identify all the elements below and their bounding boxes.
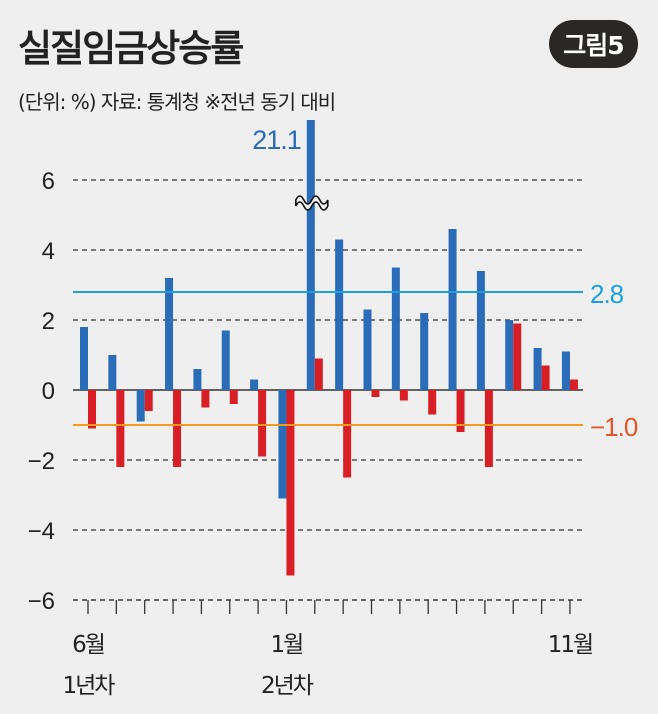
bar-blue-14 bbox=[476, 271, 485, 390]
bar-red-14 bbox=[484, 390, 493, 467]
bar-blue-2 bbox=[136, 390, 145, 422]
y-tick-label: 2 bbox=[42, 308, 55, 335]
bar-blue-10 bbox=[363, 309, 372, 390]
bar-red-6 bbox=[258, 390, 267, 457]
chart-title: 실질임금상승률 bbox=[18, 27, 244, 70]
annotations: 21.1 bbox=[252, 125, 329, 211]
bars bbox=[80, 120, 578, 576]
bar-red-0 bbox=[88, 390, 96, 429]
bar-red-16 bbox=[541, 365, 550, 390]
bar-blue-7 bbox=[278, 390, 287, 499]
bar-blue-4 bbox=[193, 369, 202, 390]
reference-line-label: −1.0 bbox=[590, 412, 638, 442]
x-tick-label: 6월 bbox=[72, 632, 104, 658]
x-tick-label: 11월 bbox=[548, 632, 592, 658]
x-tick-label: 1월 bbox=[271, 632, 303, 658]
y-tick-label: −6 bbox=[28, 588, 55, 615]
reference-line-label: 2.8 bbox=[590, 279, 624, 309]
figure-badge: 그림5 bbox=[549, 20, 638, 68]
bar-red-5 bbox=[229, 390, 238, 404]
y-tick-label: 6 bbox=[42, 168, 55, 195]
y-tick-label: 4 bbox=[42, 238, 55, 265]
bar-red-1 bbox=[116, 390, 125, 467]
bar-red-4 bbox=[201, 390, 210, 408]
bar-blue-16 bbox=[533, 348, 542, 390]
bar-blue-17 bbox=[561, 351, 570, 390]
x-axis: 6월 1년차 1월 2년차 11월 bbox=[63, 599, 594, 699]
y-axis-ticks: 6 4 2 0 −2 −4 −6 bbox=[28, 168, 55, 615]
bar-red-2 bbox=[144, 390, 153, 411]
bar-blue-15 bbox=[505, 320, 514, 390]
axis-break-icon bbox=[295, 195, 329, 211]
bar-blue-13 bbox=[448, 229, 457, 390]
bar-red-10 bbox=[371, 390, 380, 397]
bar-red-7 bbox=[286, 390, 295, 576]
bar-red-9 bbox=[343, 390, 352, 478]
bar-red-8 bbox=[314, 358, 323, 390]
bar-red-17 bbox=[569, 379, 578, 390]
bar-red-3 bbox=[173, 390, 182, 467]
bar-blue-0 bbox=[80, 327, 88, 390]
bar-blue-6 bbox=[250, 379, 259, 390]
y-tick-label: 0 bbox=[42, 378, 55, 405]
bar-blue-9 bbox=[335, 239, 344, 390]
x-tick-sublabel: 1년차 bbox=[63, 673, 116, 699]
reference-lines: 2.8 −1.0 bbox=[73, 279, 639, 442]
y-tick-label: −4 bbox=[28, 518, 55, 545]
x-tick-sublabel: 2년차 bbox=[261, 673, 314, 699]
bar-blue-5 bbox=[221, 330, 230, 390]
bar-red-12 bbox=[428, 390, 437, 415]
chart-subtitle: (단위: %) 자료: 통계청 ※전년 동기 대비 bbox=[18, 90, 336, 114]
data-label-peak: 21.1 bbox=[252, 125, 301, 155]
y-tick-label: −2 bbox=[28, 448, 55, 475]
bar-red-11 bbox=[399, 390, 408, 401]
bar-red-15 bbox=[513, 323, 522, 390]
bar-blue-8 bbox=[306, 120, 315, 390]
bar-blue-11 bbox=[391, 267, 400, 390]
bar-blue-3 bbox=[165, 278, 174, 390]
bar-red-13 bbox=[456, 390, 465, 432]
bar-blue-1 bbox=[108, 355, 117, 390]
bar-blue-12 bbox=[420, 313, 429, 390]
